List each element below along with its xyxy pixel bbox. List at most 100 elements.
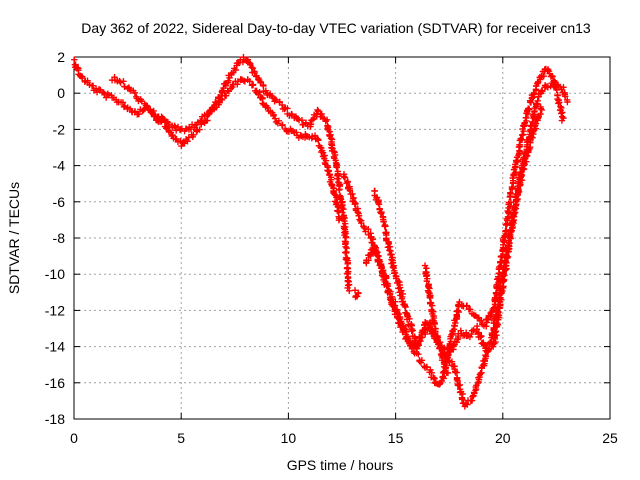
data-point [279,121,286,129]
data-point [346,287,353,294]
data-point [432,328,439,336]
data-point [148,108,155,115]
data-point [510,219,517,227]
data-point [351,201,358,208]
data-point [425,288,432,296]
data-point [445,357,452,364]
data-point [190,131,197,139]
data-point [406,315,413,323]
data-point [476,373,483,381]
data-point [247,60,254,67]
data-point [437,345,444,352]
data-point [484,316,492,324]
data-point [558,117,566,124]
y-tick-labels: 2 0 -2 -4 -6 -8 -10 -12 -14 -16 -18 [45,49,65,427]
data-point [375,253,382,260]
data-point [518,172,525,179]
data-point [335,186,343,194]
data-point [560,84,567,91]
data-point [428,302,436,309]
data-point [187,125,195,133]
y-tick-label: 0 [57,85,65,101]
y-tick-label: 2 [57,49,65,65]
data-point [529,134,536,141]
data-point [477,333,484,341]
y-tick-label: -2 [53,121,66,137]
data-point [361,224,368,232]
data-point [119,99,127,106]
y-tick-label: -18 [45,411,65,427]
data-point [343,256,350,263]
data-point [342,249,349,256]
data-point [418,357,426,364]
data-point [434,334,441,341]
y-tick-label: -4 [53,158,66,174]
data-point [539,87,546,95]
data-point [376,257,383,264]
chart-title: Day 362 of 2022, Sidereal Day-to-day VTE… [81,20,591,36]
data-point [418,334,426,341]
data-point [530,91,537,98]
data-point [380,218,387,225]
series-track-a [71,53,353,294]
data-point [512,202,519,209]
data-point [423,363,431,371]
data-point [184,138,191,145]
data-point [323,116,331,124]
data-point [508,185,516,192]
data-point [142,102,150,109]
data-point [333,194,340,201]
data-point [378,209,385,217]
data-point [478,333,485,340]
data-point [131,89,139,96]
data-point [503,252,510,259]
y-axis-label: SDTVAR / TECUs [6,182,22,294]
data-point [259,100,266,107]
data-point [545,68,553,75]
plot-frame [73,56,611,420]
data-point [302,119,310,126]
data-point [523,152,531,159]
x-tick-label: 15 [388,430,404,446]
data-point [222,92,230,99]
data-point [478,317,485,324]
data-point [399,290,407,298]
data-point [466,306,474,313]
y-tick-label: -12 [45,302,65,318]
data-point [396,315,404,323]
data-point [564,98,571,106]
data-point [463,302,471,309]
data-point [442,364,450,371]
data-point [496,266,503,273]
data-point [518,131,526,139]
y-tick-label: -8 [53,230,66,246]
data-point [151,113,159,120]
x-tick-labels: 0 5 10 15 20 25 [70,430,618,446]
data-point [473,325,481,333]
data-point [549,73,556,80]
data-point [540,72,547,80]
data-point [382,275,390,282]
data-point [525,105,532,112]
data-point [507,199,515,206]
data-point [485,346,492,353]
data-point [503,259,510,267]
data-point [477,369,484,377]
data-point [391,269,399,276]
data-point [365,225,372,233]
data-point [481,358,488,365]
series-track-e [371,103,545,410]
data-point [471,390,478,397]
data-point [275,117,283,124]
y-tick-label: -10 [45,266,65,282]
data-point [335,217,343,224]
data-point [354,209,361,216]
data-point [249,82,257,89]
data-point [444,369,452,377]
data-point [382,223,389,230]
data-point [259,81,267,89]
data-point [553,86,561,93]
data-point [164,124,172,131]
data-point [526,106,533,113]
data-point [458,396,466,403]
